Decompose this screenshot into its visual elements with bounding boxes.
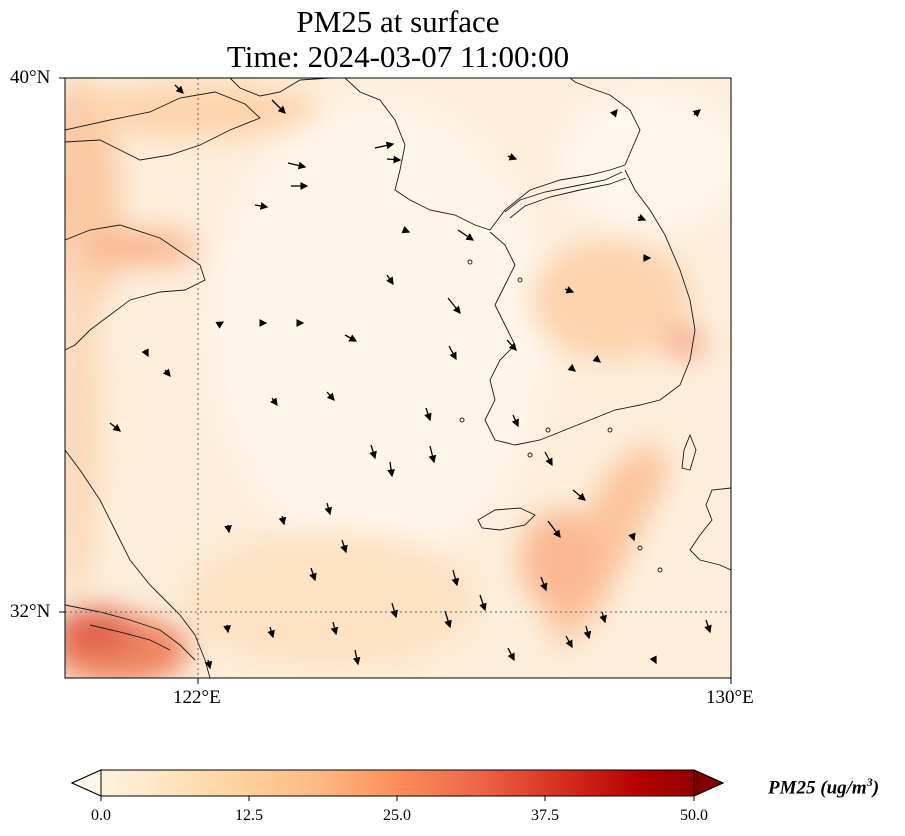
- wind-arrow: [271, 99, 286, 114]
- wind-arrow: [326, 391, 335, 401]
- wind-arrow: [386, 274, 394, 286]
- lon-label-122e: 122°E: [173, 687, 221, 708]
- wind-arrow: [649, 655, 657, 665]
- colorbar-label-exponent: 3: [866, 775, 873, 789]
- wind-arrow: [287, 161, 307, 170]
- colorbar: [70, 769, 725, 801]
- wind-arrow: [390, 602, 398, 619]
- wind-arrow: [507, 153, 518, 161]
- wind-arrow: [386, 155, 402, 164]
- wind-arrow: [224, 524, 232, 534]
- wind-arrow: [223, 624, 231, 634]
- wind-arrow: [564, 286, 575, 294]
- coastlines: [65, 78, 731, 678]
- wind-arrow: [174, 84, 184, 94]
- wind-arrow: [374, 141, 395, 150]
- wind-arrow: [448, 345, 457, 361]
- colorbar-tick: 12.5: [235, 807, 263, 824]
- wind-arrow: [344, 334, 358, 342]
- wind-arrow: [609, 108, 618, 118]
- wind-arrow: [583, 625, 592, 640]
- wind-arrow: [340, 539, 348, 554]
- pm25-field: [65, 78, 731, 678]
- wind-arrow: [162, 368, 171, 377]
- wind-arrow: [387, 461, 395, 478]
- wind-arrow: [599, 611, 607, 624]
- wind-arrow: [628, 532, 636, 542]
- map-frame: [64, 77, 732, 679]
- wind-arrow: [506, 339, 517, 351]
- wind-arrow: [637, 213, 647, 222]
- wind-arrow: [330, 621, 339, 636]
- colorbar-tick: 25.0: [383, 807, 411, 824]
- wind-arrow: [704, 619, 712, 634]
- colorbar-label-close: ): [872, 777, 880, 799]
- colorbar-tick: 50.0: [680, 807, 708, 824]
- wind-arrow: [457, 229, 475, 241]
- wind-arrow: [592, 354, 602, 363]
- wind-arrow: [141, 348, 149, 358]
- wind-arrow: [352, 649, 361, 666]
- wind-arrow: [324, 502, 333, 516]
- lat-label-40n: 40°N: [10, 67, 51, 88]
- wind-arrow: [369, 444, 377, 460]
- axis-ticks: [59, 77, 732, 684]
- wind-arrow: [565, 635, 573, 649]
- wind-arrow: [278, 515, 287, 526]
- wind-arrow: [254, 202, 269, 210]
- gridlines: [65, 78, 731, 678]
- colorbar-label: PM25 (ug/m3): [768, 775, 879, 799]
- wind-arrow: [267, 626, 275, 639]
- wind-arrow: [511, 414, 519, 428]
- lat-label-32n: 32°N: [10, 601, 51, 622]
- wind-arrow: [572, 489, 586, 501]
- wind-arrow: [567, 363, 577, 372]
- wind-arrow: [447, 297, 461, 315]
- wind-arrow: [215, 321, 225, 329]
- wind-arrow: [544, 451, 553, 467]
- wind-arrow: [547, 520, 561, 539]
- wind-arrow: [507, 647, 515, 662]
- lon-label-130e: 130°E: [706, 687, 754, 708]
- wind-vectors: [109, 84, 712, 670]
- wind-arrow: [540, 576, 548, 592]
- colorbar-tick: 37.5: [531, 807, 559, 824]
- wind-arrow: [428, 445, 437, 464]
- chart-subtitle: Time: 2024-03-07 11:00:00: [226, 39, 570, 74]
- wind-arrow: [270, 397, 278, 407]
- chart-title: PM25 at surface: [296, 4, 500, 39]
- wind-arrow: [109, 422, 122, 432]
- wind-arrow: [401, 225, 411, 234]
- wind-arrow: [479, 594, 487, 612]
- wind-arrow: [204, 659, 213, 670]
- colorbar-tick: 0.0: [91, 807, 111, 824]
- wind-arrow: [692, 109, 701, 118]
- wind-arrow: [424, 407, 432, 422]
- wind-arrow: [451, 569, 460, 587]
- wind-arrow: [444, 610, 452, 629]
- wind-arrow: [309, 567, 317, 582]
- colorbar-label-main: PM25 (ug/m: [768, 777, 867, 799]
